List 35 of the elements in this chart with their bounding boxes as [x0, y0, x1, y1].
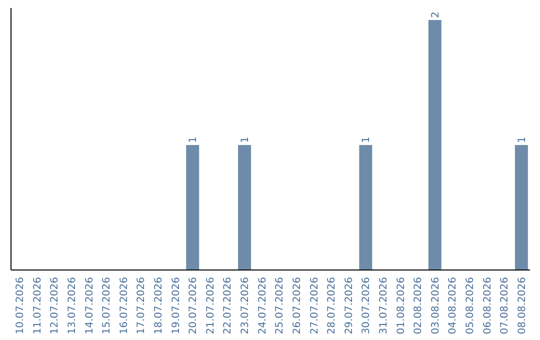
x-tick-label: 23.07.2026 — [240, 277, 252, 334]
x-tick-label: 26.07.2026 — [292, 277, 303, 334]
x-tick-label: 14.07.2026 — [84, 277, 96, 334]
x-tick-label: 07.08.2026 — [500, 277, 511, 334]
x-tick-label: 04.08.2026 — [448, 277, 459, 334]
x-tick-label: 30.07.2026 — [361, 277, 372, 334]
x-tick-label: 08.08.2026 — [516, 277, 528, 334]
data-label: 1 — [240, 136, 252, 143]
x-tick-label: 28.07.2026 — [326, 277, 338, 334]
x-tick-label: 31.07.2026 — [378, 277, 390, 334]
x-tick-label: 22.07.2026 — [222, 277, 234, 334]
x-tick-label: 11.07.2026 — [32, 277, 44, 334]
data-label: 1 — [361, 136, 372, 143]
data-label: 2 — [430, 12, 442, 18]
x-tick-label: 05.08.2026 — [465, 277, 476, 334]
x-tick-label: 29.07.2026 — [344, 277, 355, 334]
x-tick-label: 12.07.2026 — [50, 277, 61, 334]
x-tick-label: 02.08.2026 — [413, 277, 424, 334]
x-tick-label: 10.07.2026 — [15, 277, 26, 334]
x-tick-label: 15.07.2026 — [102, 277, 113, 334]
x-tick-label: 18.07.2026 — [154, 277, 165, 334]
data-label: 1 — [188, 136, 200, 143]
x-tick-label: 13.07.2026 — [66, 277, 78, 334]
x-tick-label: 24.07.2026 — [257, 277, 268, 334]
x-tick-label: 20.07.2026 — [188, 277, 200, 334]
x-tick-label: 16.07.2026 — [118, 277, 130, 334]
data-label: 1 — [516, 136, 528, 143]
x-tick-label: 03.08.2026 — [430, 277, 442, 334]
x-tick-label: 27.07.2026 — [309, 277, 320, 334]
x-tick-label: 06.08.2026 — [482, 277, 494, 334]
x-tick-label: 17.07.2026 — [136, 277, 148, 334]
x-tick-label: 19.07.2026 — [170, 277, 182, 334]
x-tick-label: 01.08.2026 — [396, 277, 407, 334]
x-tick-label: 25.07.2026 — [274, 277, 286, 334]
x-tick-label: 21.07.2026 — [205, 277, 216, 334]
